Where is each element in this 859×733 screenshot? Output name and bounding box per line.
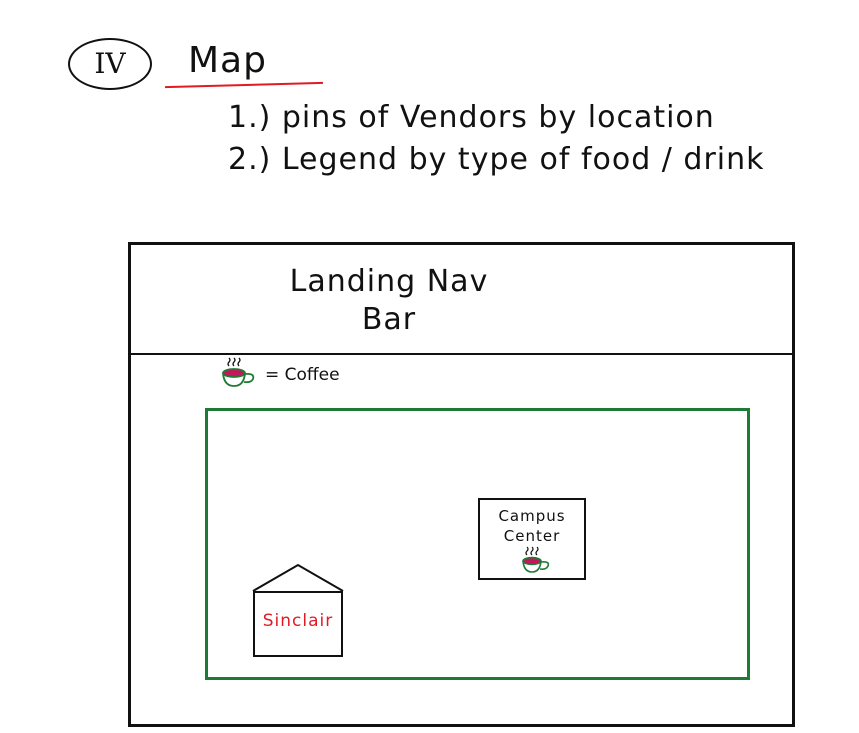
building-campus-center[interactable]: Campus Center xyxy=(478,498,586,580)
map-area[interactable]: Campus Center Sinclair xyxy=(205,408,750,680)
coffee-cup-icon xyxy=(217,356,261,394)
building-label-campus-center: Campus Center xyxy=(498,507,566,545)
sinclair-body: Sinclair xyxy=(253,591,343,657)
title-underline xyxy=(165,81,323,89)
section-number-badge: IV xyxy=(68,38,152,90)
building-sinclair[interactable]: Sinclair xyxy=(252,563,344,659)
building-roof-icon xyxy=(252,563,344,592)
map-legend: = Coffee xyxy=(217,356,340,394)
section-numeral: IV xyxy=(94,47,126,80)
page-title: Map xyxy=(188,40,267,81)
note-vendor-pins: 1.) pins of Vendors by location xyxy=(228,100,715,135)
legend-label-coffee: = Coffee xyxy=(265,365,340,385)
note-legend: 2.) Legend by type of food / drink xyxy=(228,142,765,177)
building-label-sinclair: Sinclair xyxy=(262,611,334,631)
landing-nav-bar[interactable]: Landing Nav Bar xyxy=(131,245,792,355)
wireframe-frame: Landing Nav Bar = Coffee Campus Center xyxy=(128,242,795,727)
coffee-cup-icon[interactable] xyxy=(518,546,556,580)
nav-bar-label: Landing Nav Bar xyxy=(289,264,489,337)
